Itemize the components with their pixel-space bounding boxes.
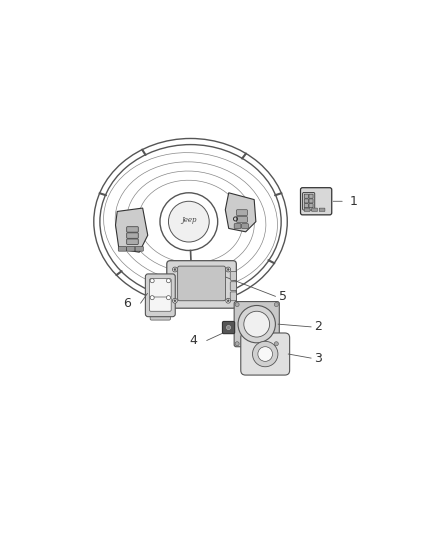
Circle shape (226, 267, 230, 272)
Circle shape (252, 341, 278, 367)
FancyBboxPatch shape (309, 194, 313, 198)
Text: 2: 2 (314, 320, 322, 333)
Circle shape (166, 296, 170, 300)
FancyBboxPatch shape (149, 279, 171, 297)
Circle shape (150, 296, 154, 300)
Text: 3: 3 (314, 352, 322, 365)
FancyBboxPatch shape (135, 246, 143, 251)
FancyBboxPatch shape (242, 224, 248, 229)
FancyBboxPatch shape (181, 285, 200, 292)
FancyBboxPatch shape (319, 208, 325, 212)
FancyBboxPatch shape (230, 271, 237, 280)
FancyBboxPatch shape (303, 192, 315, 210)
Circle shape (226, 326, 230, 329)
Circle shape (226, 298, 230, 303)
FancyBboxPatch shape (127, 227, 138, 232)
Circle shape (244, 311, 270, 337)
Text: Jeep: Jeep (181, 216, 197, 224)
Text: 6: 6 (123, 296, 131, 310)
FancyBboxPatch shape (237, 216, 247, 222)
FancyBboxPatch shape (241, 333, 290, 375)
FancyBboxPatch shape (234, 302, 279, 347)
Circle shape (274, 342, 279, 346)
FancyBboxPatch shape (237, 210, 247, 215)
FancyBboxPatch shape (234, 224, 241, 229)
FancyBboxPatch shape (127, 246, 135, 251)
Text: 4: 4 (190, 334, 197, 347)
FancyBboxPatch shape (223, 321, 235, 334)
FancyBboxPatch shape (309, 204, 313, 208)
Circle shape (274, 303, 279, 306)
FancyBboxPatch shape (304, 208, 310, 212)
Circle shape (173, 267, 177, 272)
FancyBboxPatch shape (178, 266, 226, 301)
Circle shape (227, 269, 229, 271)
FancyBboxPatch shape (312, 208, 318, 212)
FancyBboxPatch shape (167, 261, 237, 308)
Text: 1: 1 (350, 195, 358, 208)
Circle shape (173, 298, 177, 303)
Circle shape (227, 300, 229, 302)
FancyBboxPatch shape (304, 199, 308, 203)
Circle shape (150, 279, 154, 282)
FancyBboxPatch shape (150, 312, 170, 320)
FancyBboxPatch shape (230, 282, 237, 290)
FancyBboxPatch shape (149, 297, 171, 311)
Circle shape (235, 342, 239, 346)
Polygon shape (116, 208, 148, 252)
Circle shape (235, 303, 239, 306)
FancyBboxPatch shape (300, 188, 332, 215)
FancyBboxPatch shape (118, 246, 127, 251)
FancyBboxPatch shape (127, 233, 138, 238)
Circle shape (258, 346, 272, 361)
FancyBboxPatch shape (127, 239, 138, 245)
FancyBboxPatch shape (309, 199, 313, 203)
FancyBboxPatch shape (145, 274, 175, 317)
FancyBboxPatch shape (230, 292, 237, 301)
FancyBboxPatch shape (304, 194, 308, 198)
FancyBboxPatch shape (304, 204, 308, 208)
Text: 5: 5 (279, 290, 287, 303)
Circle shape (174, 300, 176, 302)
Circle shape (238, 305, 276, 343)
Circle shape (174, 269, 176, 271)
Circle shape (169, 201, 209, 242)
Circle shape (166, 279, 170, 282)
Polygon shape (225, 193, 256, 232)
